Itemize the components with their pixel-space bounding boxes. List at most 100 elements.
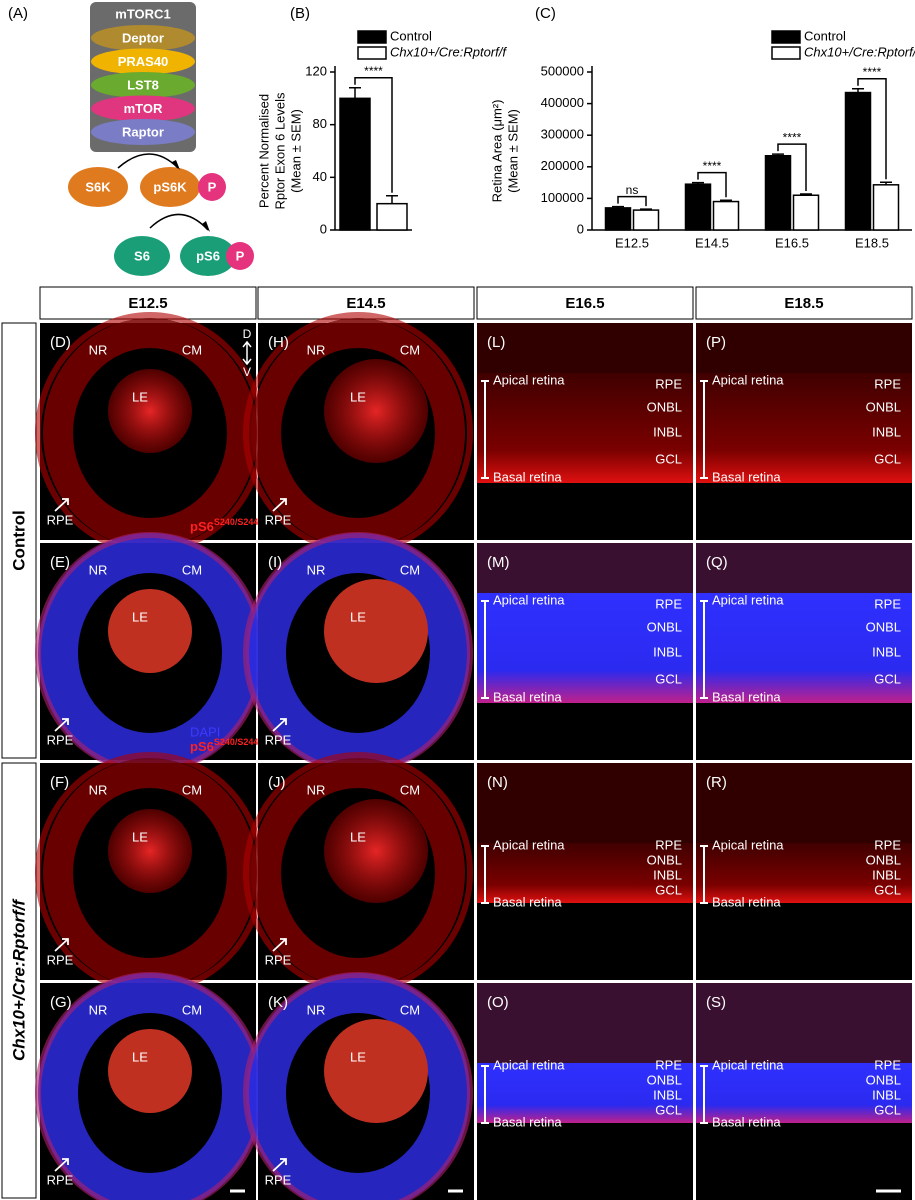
region-label: CM <box>182 1002 202 1017</box>
y-tick-label: 100000 <box>541 190 584 205</box>
image-panel: (K) NR CM LE RPE <box>243 972 474 1200</box>
panel-letter: (Q) <box>706 554 728 571</box>
row-header: Control <box>9 510 28 570</box>
pathway-node <box>68 167 128 207</box>
stain-name: pS6 <box>190 519 214 534</box>
tissue-top <box>477 983 693 1063</box>
column-header-box <box>695 286 913 320</box>
image-panel: (R) Apical retina Basal retina RPEONBLINBLG… <box>696 763 912 980</box>
retina-bracket <box>700 600 708 699</box>
region-label: LE <box>132 1049 148 1064</box>
significance: **** <box>863 65 882 79</box>
region-label: Apical retina <box>493 372 565 387</box>
stain-label: pS6S240/S244 <box>190 517 258 534</box>
arrowhead <box>202 221 210 232</box>
component <box>91 95 195 122</box>
image-panel: (F) NR CM LE RPE <box>35 752 265 994</box>
error-bar <box>349 87 361 99</box>
region-label: ONBL <box>866 1072 901 1087</box>
region-label: RPE <box>47 732 74 747</box>
lens <box>324 799 428 903</box>
legend-swatch <box>771 46 801 60</box>
region-label: RPE <box>47 1172 74 1187</box>
significance-bracket <box>354 77 393 193</box>
region-label: RPE <box>874 376 901 391</box>
region-label: LE <box>132 609 148 624</box>
region-label: RPE <box>265 952 292 967</box>
region-label: Apical retina <box>493 837 565 852</box>
component <box>91 119 195 145</box>
region-label: GCL <box>655 882 682 897</box>
significance-bracket <box>777 143 807 191</box>
retina-bracket <box>481 600 489 699</box>
tissue-top <box>696 543 912 593</box>
panel-letter: (P) <box>706 334 726 351</box>
image-panel: (G) NR CM LE RPE <box>35 972 265 1200</box>
region-label: CM <box>182 782 202 797</box>
region-label: NR <box>307 782 326 797</box>
region-label: LE <box>132 389 148 404</box>
image-panel: (P) Apical retina Basal retina RPE ONBL INBL G… <box>696 323 912 540</box>
image-panel: (L) Apical retina Basal retina RPE ONBL INBL G… <box>477 323 693 540</box>
component-name: PRAS40 <box>118 54 169 69</box>
column-header: E18.5 <box>784 295 823 312</box>
x-tick-label: E12.5 <box>615 235 649 250</box>
region-label: NR <box>89 562 108 577</box>
y-tick-label: 200000 <box>541 158 584 173</box>
panel-letter: (E) <box>50 554 70 571</box>
region-label: INBL <box>653 1087 682 1102</box>
retina-bracket <box>481 380 489 479</box>
region-label: RPE <box>874 1057 901 1072</box>
pathway-node <box>226 242 254 270</box>
lens <box>324 579 428 683</box>
eye-outer <box>243 972 473 1200</box>
panel-letter: (L) <box>487 334 505 351</box>
region-label: INBL <box>872 424 901 439</box>
column-header-box <box>476 286 694 320</box>
error-bar <box>386 195 398 204</box>
error-bar <box>772 153 784 156</box>
legend-label: Control <box>390 28 432 43</box>
region-label: RPE <box>47 952 74 967</box>
y-axis-label: Rptor Exon 6 Levels <box>272 92 287 210</box>
tissue-top <box>477 543 693 593</box>
region-label: GCL <box>874 1102 901 1117</box>
lens <box>108 809 192 893</box>
x-tick-label: E14.5 <box>695 235 729 250</box>
region-label: GCL <box>655 1102 682 1117</box>
y-tick-label: 0 <box>577 221 584 236</box>
complex-name: mTORC1 <box>115 6 170 21</box>
retina-band <box>477 373 693 483</box>
region-label: NR <box>307 342 326 357</box>
pathway-node <box>180 236 236 276</box>
rpe-arrow <box>54 938 69 952</box>
region-label: LE <box>350 609 366 624</box>
region-label: NR <box>307 562 326 577</box>
region-label: LE <box>132 829 148 844</box>
counterstain-label: DAPI <box>190 724 220 739</box>
panel-letter: (I) <box>268 554 282 571</box>
row-header-box <box>1 762 37 1199</box>
region-label: Apical retina <box>493 592 565 607</box>
region-label: RPE <box>265 1172 292 1187</box>
region-label: ONBL <box>647 1072 682 1087</box>
region-label: CM <box>400 1002 420 1017</box>
x-tick-label: E18.5 <box>855 235 889 250</box>
legend-swatch <box>357 46 387 60</box>
pathway-node <box>140 167 200 207</box>
region-label: RPE <box>655 1057 682 1072</box>
y-tick-label: 0 <box>320 221 327 236</box>
region-label: Apical retina <box>712 1057 784 1072</box>
column-header: E14.5 <box>346 295 385 312</box>
y-axis-label: Retina Area (μm²) <box>489 100 504 203</box>
region-label: NR <box>307 1002 326 1017</box>
region-label: Apical retina <box>712 837 784 852</box>
panel-letter: (N) <box>487 774 508 791</box>
image-panel: (I) NR CM LE RPE <box>243 532 474 774</box>
error-bar <box>612 205 624 208</box>
legend-swatch <box>771 30 801 44</box>
rpe-arrow <box>272 1158 287 1172</box>
region-label: Basal retina <box>712 469 781 484</box>
component <box>91 25 195 51</box>
arrowhead <box>172 160 180 170</box>
